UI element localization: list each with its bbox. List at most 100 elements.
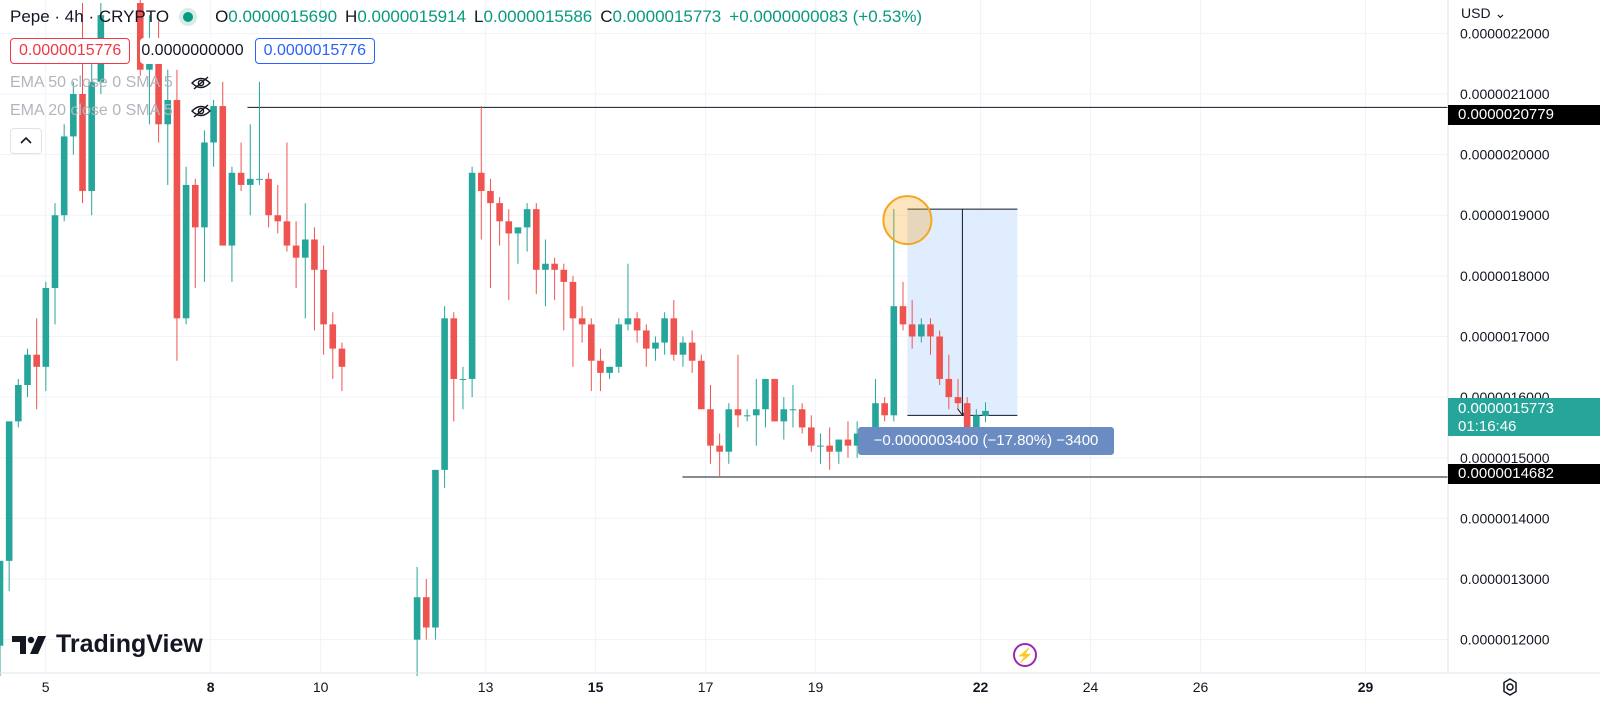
candle-body xyxy=(578,318,586,325)
x-axis-ticks: 5 8 10 13 15 17 19 22 24 26 29 xyxy=(42,679,1374,695)
chevron-up-icon xyxy=(20,136,32,144)
candle-body xyxy=(890,306,898,416)
symbol-title[interactable]: Pepe · 4h · CRYPTO xyxy=(10,7,170,26)
lower-line-price-tag[interactable]: 0.0000014682 xyxy=(1448,464,1600,484)
candle-body xyxy=(899,306,907,325)
candle-body xyxy=(256,178,263,180)
low-label: L xyxy=(474,7,484,26)
candle-body xyxy=(661,318,668,343)
collapse-indicators-button[interactable] xyxy=(10,128,42,154)
chevron-down-icon: ⌄ xyxy=(1494,5,1507,21)
x-tick-label: 22 xyxy=(973,679,989,695)
candle-body xyxy=(432,469,439,628)
candle-body xyxy=(817,445,824,447)
candle-body xyxy=(237,172,245,185)
candle-body xyxy=(164,100,172,125)
horizontal-lines xyxy=(247,106,1448,478)
candle-body xyxy=(487,190,494,204)
settings-gear-icon[interactable] xyxy=(1500,677,1520,697)
candle-body xyxy=(808,427,815,446)
open-value: 0.0000015690 xyxy=(228,7,338,26)
y-tick-label: 0.0000021000 xyxy=(1460,86,1550,102)
open-label: O xyxy=(215,7,229,26)
highlight-marker xyxy=(882,195,933,246)
candle-body xyxy=(274,215,282,222)
candle-body xyxy=(88,81,95,191)
close-value: 0.0000015773 xyxy=(612,7,722,26)
candle-body xyxy=(670,318,678,355)
candle-body xyxy=(329,324,337,349)
candle-body xyxy=(624,318,632,325)
candle-body xyxy=(477,172,485,191)
market-status-icon xyxy=(183,12,194,23)
y-tick-label: 0.0000020000 xyxy=(1460,147,1550,163)
indicator-ema-50[interactable]: EMA 50 close 0 SMA 5 xyxy=(10,74,212,92)
y-tick-label: 0.0000013000 xyxy=(1460,571,1550,587)
candle-body xyxy=(963,403,971,434)
y-tick-label: 0.0000014000 xyxy=(1460,510,1550,526)
candle-body xyxy=(918,324,925,337)
high-value: 0.0000015914 xyxy=(357,7,467,26)
candle-body xyxy=(652,342,659,349)
bar-countdown: 01:16:46 xyxy=(1458,418,1517,435)
x-tick-label: 29 xyxy=(1358,679,1374,695)
x-tick-label: 24 xyxy=(1083,679,1099,695)
candle-body xyxy=(60,136,68,216)
candle-body xyxy=(523,209,531,228)
candle-body xyxy=(219,106,227,246)
candle-body xyxy=(853,433,861,446)
candle-body xyxy=(927,324,934,337)
x-tick-label: 5 xyxy=(42,679,50,695)
current-price-tag: 0.0000015773 01:16:46 xyxy=(1448,398,1600,436)
buy-price-button[interactable]: 0.0000015776 xyxy=(254,38,375,64)
high-label: H xyxy=(345,7,358,26)
upper-line-price-tag[interactable]: 0.0000020779 xyxy=(1448,105,1600,125)
candle-body xyxy=(844,439,852,446)
candle-body xyxy=(743,415,751,417)
indicator-label: EMA 20 close 0 SMA 5 xyxy=(10,102,173,119)
candle-body xyxy=(320,269,327,325)
candle-body xyxy=(70,93,77,137)
trade-price-row: 0.0000015776 0.0000000000 0.0000015776 xyxy=(10,38,375,64)
candle-body xyxy=(835,439,843,452)
candle-body xyxy=(762,378,769,410)
candle-body xyxy=(872,403,879,440)
tradingview-logo[interactable]: TradingView xyxy=(12,630,203,659)
candle-body xyxy=(569,281,577,319)
candle-body xyxy=(780,409,788,422)
x-tick-label: 19 xyxy=(808,679,824,695)
candle-body xyxy=(642,330,650,349)
candle-body xyxy=(311,239,318,270)
candle-body xyxy=(24,354,31,386)
candle-body xyxy=(505,221,513,234)
candle-body xyxy=(973,415,980,434)
candle-body xyxy=(560,269,568,282)
candle-body xyxy=(5,421,13,561)
sell-price-button[interactable]: 0.0000015776 xyxy=(10,38,131,64)
currency-selector[interactable]: USD ⌄ xyxy=(1461,5,1506,22)
candle-body xyxy=(908,324,916,337)
grid-lines xyxy=(0,0,1448,673)
candle-body xyxy=(33,354,40,367)
eye-hidden-icon[interactable] xyxy=(191,104,212,118)
candle-body xyxy=(182,184,190,319)
spread-value: 0.0000000000 xyxy=(140,38,245,64)
indicator-ema-20[interactable]: EMA 20 close 0 SMA 5 xyxy=(10,102,212,120)
y-tick-label: 0.0000018000 xyxy=(1460,268,1550,284)
candle-body xyxy=(413,597,421,640)
eye-hidden-icon[interactable] xyxy=(191,76,212,90)
candle-body xyxy=(42,287,50,367)
candle-body xyxy=(615,324,623,367)
lightning-icon[interactable]: ⚡ xyxy=(1013,643,1037,667)
candle-body xyxy=(468,172,476,379)
candle-body xyxy=(798,409,806,428)
candle-body xyxy=(826,445,833,452)
candle-body xyxy=(542,263,549,270)
candle-body xyxy=(606,366,613,373)
candle-body xyxy=(191,184,199,228)
x-tick-label: 8 xyxy=(207,679,215,695)
highlight-circle xyxy=(882,195,933,246)
chart-legend: Pepe · 4h · CRYPTO O0.0000015690 H0.000001… xyxy=(10,7,930,27)
candle-body xyxy=(246,178,254,185)
